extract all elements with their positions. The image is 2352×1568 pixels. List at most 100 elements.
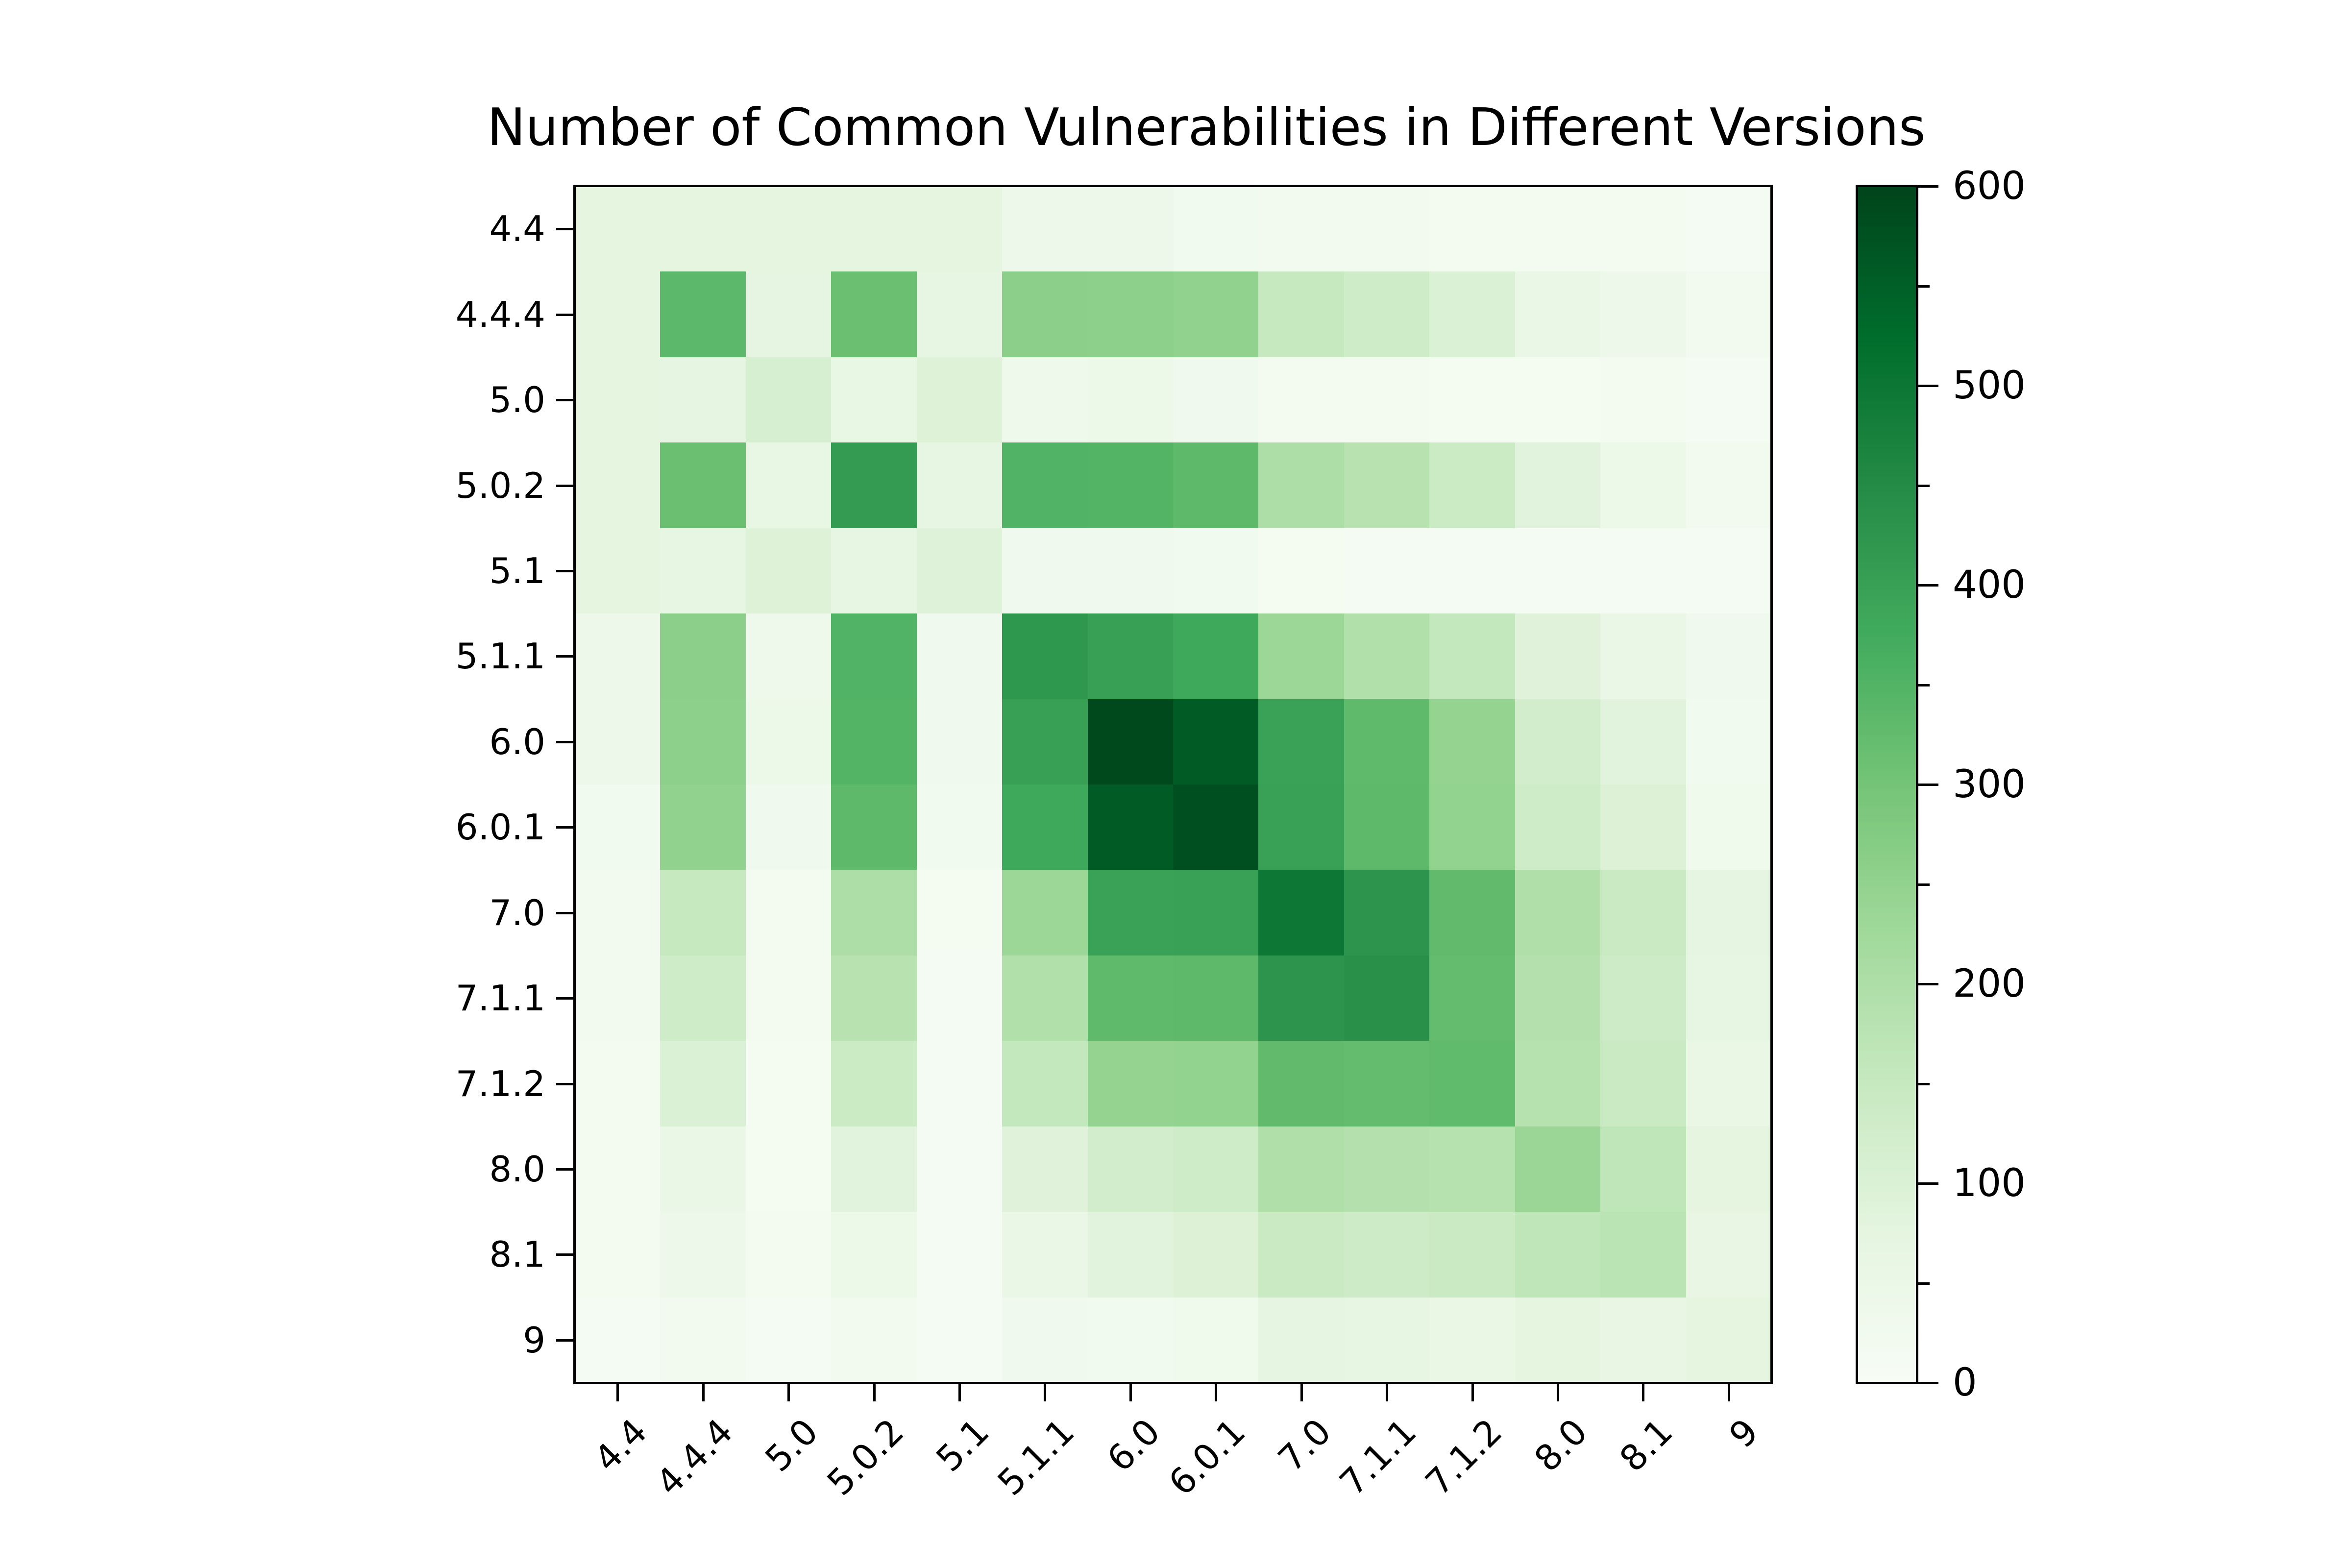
heatmap-cell-6.0.1-4.4 bbox=[575, 784, 661, 870]
heatmap-cell-4.4-8.1 bbox=[1600, 186, 1686, 272]
heatmap-cell-5.1-8.1 bbox=[1600, 528, 1686, 614]
heatmap-cell-7.0-7.0 bbox=[1258, 870, 1344, 956]
heatmap-cell-7.1.1-7.1.2 bbox=[1429, 955, 1515, 1041]
heatmap-cell-5.0.2-7.0 bbox=[1258, 442, 1344, 528]
x-axis-tick bbox=[1300, 1383, 1303, 1401]
y-axis-tick bbox=[556, 484, 575, 487]
heatmap-cell-8.0-7.1.2 bbox=[1429, 1126, 1515, 1212]
heatmap-cell-8.1-5.1 bbox=[916, 1212, 1003, 1298]
heatmap-cell-4.4-9 bbox=[1686, 186, 1771, 272]
heatmap-cell-7.1.2-6.0.1 bbox=[1173, 1041, 1259, 1127]
heatmap-cell-5.1-5.0 bbox=[745, 528, 832, 614]
x-axis-tick bbox=[1556, 1383, 1559, 1401]
heatmap-cell-6.0-4.4 bbox=[575, 699, 661, 784]
heatmap-cell-7.1.1-6.0 bbox=[1087, 955, 1173, 1041]
heatmap-cell-8.0-8.0 bbox=[1515, 1126, 1601, 1212]
heatmap-cell-6.0.1-9 bbox=[1686, 784, 1771, 870]
heatmap-cell-8.0-7.0 bbox=[1258, 1126, 1344, 1212]
colorbar-major-tick bbox=[1917, 385, 1938, 387]
heatmap-cell-6.0.1-6.0 bbox=[1087, 784, 1173, 870]
heatmap-cell-5.0-5.0.2 bbox=[831, 357, 917, 443]
heatmap-cell-6.0.1-5.1.1 bbox=[1002, 784, 1088, 870]
heatmap-cell-8.1-9 bbox=[1686, 1212, 1771, 1298]
heatmap-cell-5.1.1-5.1.1 bbox=[1002, 613, 1088, 699]
y-axis-tick-label: 9 bbox=[523, 1319, 545, 1361]
heatmap-cell-4.4.4-8.0 bbox=[1515, 271, 1601, 357]
heatmap-cell-7.1.2-6.0 bbox=[1087, 1041, 1173, 1127]
heatmap-cell-5.0-5.1 bbox=[916, 357, 1003, 443]
y-axis-tick bbox=[556, 1082, 575, 1085]
heatmap-cell-5.1.1-8.1 bbox=[1600, 613, 1686, 699]
heatmap-cell-5.1.1-7.1.1 bbox=[1344, 613, 1430, 699]
heatmap-cell-6.0-7.1.1 bbox=[1344, 699, 1430, 784]
colorbar-major-tick bbox=[1917, 1182, 1938, 1185]
heatmap-cell-5.1-4.4.4 bbox=[660, 528, 746, 614]
heatmap-cell-5.1.1-5.1 bbox=[916, 613, 1003, 699]
heatmap-cell-8.1-5.0.2 bbox=[831, 1212, 917, 1298]
heatmap-cell-7.1.2-5.1 bbox=[916, 1041, 1003, 1127]
heatmap-cell-5.0.2-6.0.1 bbox=[1173, 442, 1259, 528]
x-axis-tick bbox=[1044, 1383, 1047, 1401]
heatmap-cell-8.0-9 bbox=[1686, 1126, 1771, 1212]
colorbar-major-tick bbox=[1917, 185, 1938, 188]
heatmap-cell-5.1-7.1.2 bbox=[1429, 528, 1515, 614]
heatmap-cell-4.4-5.0 bbox=[745, 186, 832, 272]
heatmap-cell-8.1-7.1.1 bbox=[1344, 1212, 1430, 1298]
y-axis-tick-label: 4.4 bbox=[489, 208, 545, 250]
heatmap-cell-5.0-6.0.1 bbox=[1173, 357, 1259, 443]
chart-title: Number of Common Vulnerabilities in Diff… bbox=[487, 98, 1926, 157]
heatmap-cell-6.0.1-5.1 bbox=[916, 784, 1003, 870]
heatmap-cell-4.4-6.0.1 bbox=[1173, 186, 1259, 272]
heatmap-cell-5.1.1-7.1.2 bbox=[1429, 613, 1515, 699]
heatmap-cell-8.1-7.1.2 bbox=[1429, 1212, 1515, 1298]
heatmap-cell-7.1.2-4.4.4 bbox=[660, 1041, 746, 1127]
y-axis-tick bbox=[556, 826, 575, 829]
heatmap-cell-9-6.0.1 bbox=[1173, 1297, 1259, 1383]
y-axis-tick bbox=[556, 228, 575, 231]
heatmap-cell-9-6.0 bbox=[1087, 1297, 1173, 1383]
heatmap-cell-5.1-8.0 bbox=[1515, 528, 1601, 614]
heatmap-cell-5.0.2-5.1.1 bbox=[1002, 442, 1088, 528]
y-axis-tick bbox=[556, 569, 575, 572]
heatmap-cell-7.0-5.0.2 bbox=[831, 870, 917, 956]
heatmap-cell-8.1-7.0 bbox=[1258, 1212, 1344, 1298]
heatmap-cell-4.4-7.0 bbox=[1258, 186, 1344, 272]
heatmap-cell-7.1.2-7.0 bbox=[1258, 1041, 1344, 1127]
heatmap-cell-8.1-5.0 bbox=[745, 1212, 832, 1298]
x-axis-tick bbox=[1727, 1383, 1730, 1401]
x-axis-tick bbox=[1129, 1383, 1132, 1401]
heatmap-cell-9-5.0 bbox=[745, 1297, 832, 1383]
heatmap-cell-5.1-5.1.1 bbox=[1002, 528, 1088, 614]
colorbar-minor-tick bbox=[1917, 684, 1930, 686]
heatmap-cell-5.0.2-6.0 bbox=[1087, 442, 1173, 528]
colorbar-major-tick bbox=[1917, 1382, 1938, 1384]
x-axis-tick bbox=[1386, 1383, 1389, 1401]
heatmap-cell-8.0-8.1 bbox=[1600, 1126, 1686, 1212]
heatmap-cell-7.0-5.0 bbox=[745, 870, 832, 956]
heatmap-cell-7.1.1-4.4.4 bbox=[660, 955, 746, 1041]
heatmap-cell-6.0.1-4.4.4 bbox=[660, 784, 746, 870]
heatmap-cell-4.4-4.4.4 bbox=[660, 186, 746, 272]
heatmap-cell-7.0-6.0 bbox=[1087, 870, 1173, 956]
colorbar-minor-tick bbox=[1917, 1282, 1930, 1285]
heatmap-cell-5.1.1-9 bbox=[1686, 613, 1771, 699]
heatmap-cell-4.4.4-5.0 bbox=[745, 271, 832, 357]
y-axis-tick-label: 7.1.1 bbox=[455, 978, 545, 1019]
heatmap-cell-7.1.2-5.0 bbox=[745, 1041, 832, 1127]
heatmap-cell-4.4.4-9 bbox=[1686, 271, 1771, 357]
heatmap-cell-5.1.1-6.0.1 bbox=[1173, 613, 1259, 699]
heatmap-cell-6.0.1-8.0 bbox=[1515, 784, 1601, 870]
heatmap-cell-5.1-6.0 bbox=[1087, 528, 1173, 614]
y-axis-tick bbox=[556, 911, 575, 914]
heatmap-cell-8.1-8.1 bbox=[1600, 1212, 1686, 1298]
heatmap-cell-5.1.1-5.0.2 bbox=[831, 613, 917, 699]
heatmap-cell-5.1-7.0 bbox=[1258, 528, 1344, 614]
heatmap-cell-7.0-5.1 bbox=[916, 870, 1003, 956]
heatmap-cell-5.0-6.0 bbox=[1087, 357, 1173, 443]
heatmap-cell-5.0.2-8.0 bbox=[1515, 442, 1601, 528]
heatmap-cell-8.1-6.0 bbox=[1087, 1212, 1173, 1298]
heatmap-cell-5.0-8.0 bbox=[1515, 357, 1601, 443]
heatmap-cell-5.1-7.1.1 bbox=[1344, 528, 1430, 614]
heatmap-cell-4.4.4-4.4.4 bbox=[660, 271, 746, 357]
colorbar-major-tick bbox=[1917, 584, 1938, 587]
